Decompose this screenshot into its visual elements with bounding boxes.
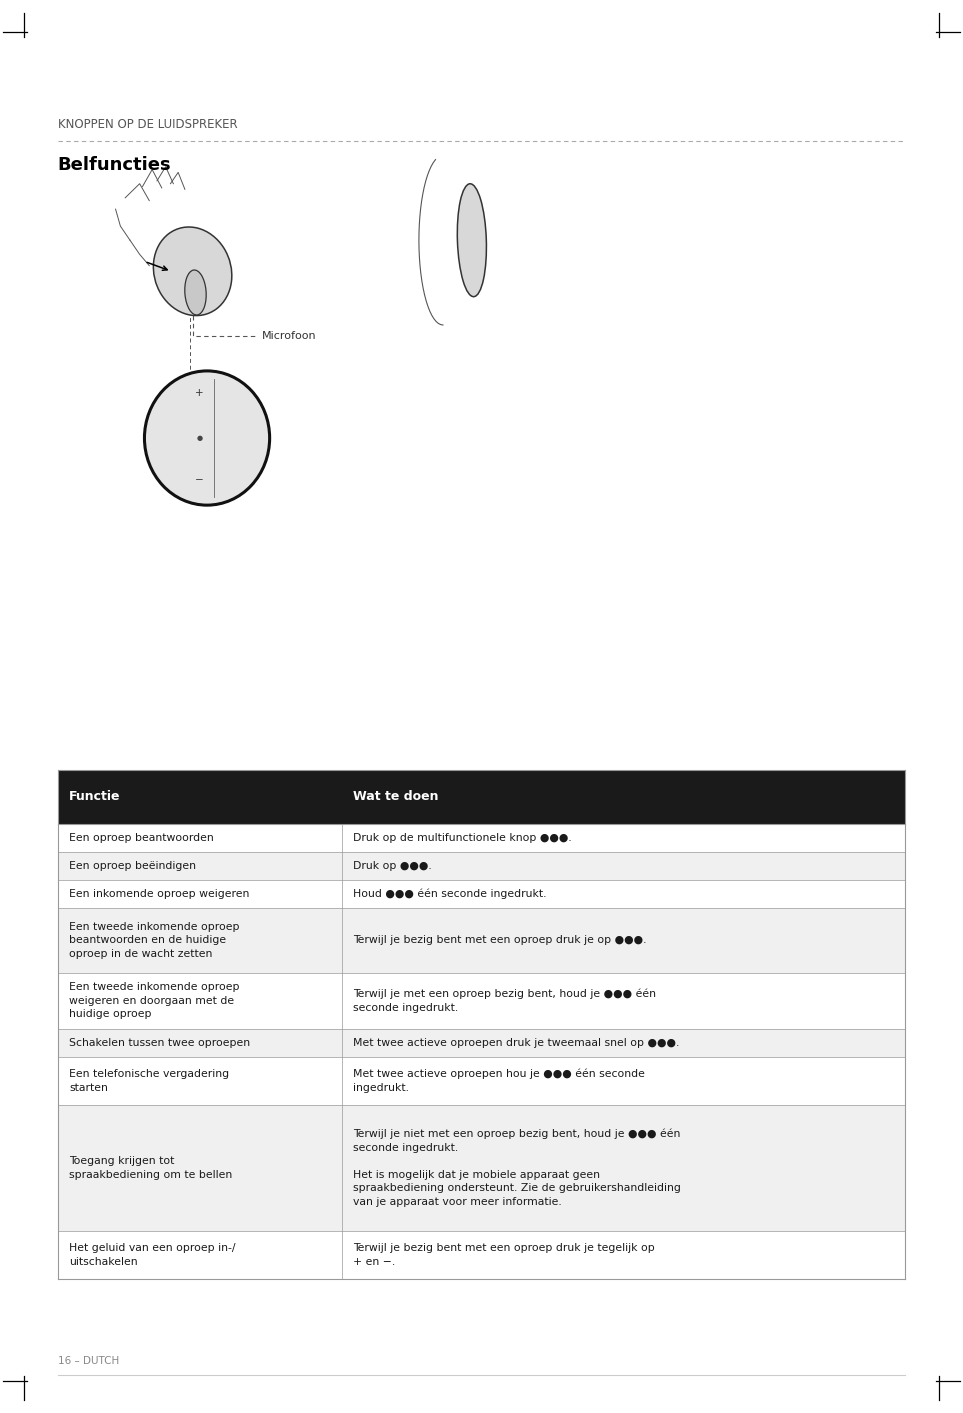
Bar (58, 1105, 905, 1231)
Bar (58, 852, 905, 880)
Text: Houd ●●● één seconde ingedrukt.: Houd ●●● één seconde ingedrukt. (353, 889, 547, 899)
Text: Een oproep beantwoorden: Een oproep beantwoorden (69, 832, 214, 842)
Text: Belfuncties: Belfuncties (58, 155, 171, 174)
Bar (58, 1029, 905, 1057)
Ellipse shape (185, 270, 206, 315)
Bar (58, 909, 905, 972)
Text: Schakelen tussen twee oproepen: Schakelen tussen twee oproepen (69, 1037, 250, 1048)
Text: KNOPPEN OP DE LUIDSPREKER: KNOPPEN OP DE LUIDSPREKER (58, 119, 238, 131)
Text: Terwijl je bezig bent met een oproep druk je tegelijk op
+ en −.: Terwijl je bezig bent met een oproep dru… (353, 1243, 655, 1266)
Text: Terwijl je bezig bent met een oproep druk je op ●●●.: Terwijl je bezig bent met een oproep dru… (353, 935, 647, 945)
Ellipse shape (144, 372, 270, 506)
Text: Een inkomende oproep weigeren: Een inkomende oproep weigeren (69, 889, 249, 899)
Text: Toegang krijgen tot
spraakbediening om te bellen: Toegang krijgen tot spraakbediening om t… (69, 1156, 233, 1180)
Ellipse shape (153, 227, 232, 315)
Text: Terwijl je niet met een oproep bezig bent, houd je ●●● één
seconde ingedrukt.

H: Terwijl je niet met een oproep bezig ben… (353, 1129, 681, 1207)
Text: Druk op de multifunctionele knop ●●●.: Druk op de multifunctionele knop ●●●. (353, 832, 572, 842)
Bar (58, 824, 905, 852)
Bar (58, 1057, 905, 1105)
Text: Wat te doen: Wat te doen (353, 790, 439, 804)
Text: Een tweede inkomende oproep
weigeren en doorgaan met de
huidige oproep: Een tweede inkomende oproep weigeren en … (69, 982, 240, 1019)
Text: +: + (195, 387, 203, 398)
Text: Met twee actieve oproepen hou je ●●● één seconde
ingedrukt.: Met twee actieve oproepen hou je ●●● één… (353, 1068, 645, 1092)
Text: Microfoon: Microfoon (262, 331, 317, 342)
Text: Een telefonische vergadering
starten: Een telefonische vergadering starten (69, 1070, 229, 1092)
Text: Terwijl je met een oproep bezig bent, houd je ●●● één
seconde ingedrukt.: Terwijl je met een oproep bezig bent, ho… (353, 989, 656, 1013)
Bar (58, 770, 905, 824)
Ellipse shape (457, 184, 486, 297)
Text: Het geluid van een oproep in-/
uitschakelen: Het geluid van een oproep in-/ uitschake… (69, 1243, 236, 1266)
Bar (58, 880, 905, 909)
Bar (58, 1231, 905, 1279)
Text: Een oproep beëindigen: Een oproep beëindigen (69, 861, 196, 870)
Text: 16 – DUTCH: 16 – DUTCH (58, 1356, 119, 1366)
Text: Druk op ●●●.: Druk op ●●●. (353, 861, 432, 870)
Bar (58, 972, 905, 1029)
Text: ●: ● (196, 435, 202, 441)
Text: −: − (195, 475, 204, 486)
Text: Functie: Functie (69, 790, 120, 804)
Text: Een tweede inkomende oproep
beantwoorden en de huidige
oproep in de wacht zetten: Een tweede inkomende oproep beantwoorden… (69, 921, 240, 959)
Text: Met twee actieve oproepen druk je tweemaal snel op ●●●.: Met twee actieve oproepen druk je tweema… (353, 1037, 680, 1048)
